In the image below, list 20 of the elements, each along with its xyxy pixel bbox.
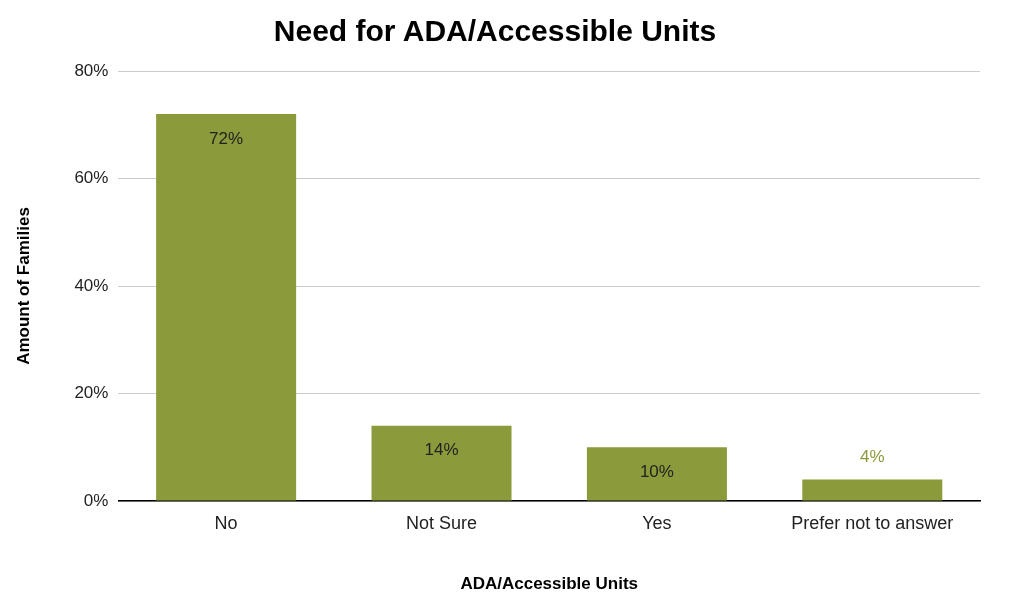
y-axis-title: Amount of Families xyxy=(13,207,33,365)
x-tick-label: No xyxy=(214,512,238,533)
y-tick-label: 0% xyxy=(83,490,109,510)
x-tick-label: Not Sure xyxy=(405,512,478,533)
bar xyxy=(586,447,727,501)
data-label: 72% xyxy=(209,128,244,148)
bar xyxy=(802,479,943,501)
bar xyxy=(156,114,297,501)
bar xyxy=(371,425,512,501)
y-tick-label: 60% xyxy=(74,168,109,188)
y-tick-label: 20% xyxy=(74,383,109,403)
y-tick-label: 80% xyxy=(74,60,109,80)
chart-title: Need for ADA/Accessible Units xyxy=(273,14,717,48)
data-label: 4% xyxy=(860,447,885,467)
data-label: 14% xyxy=(424,440,459,460)
x-tick-label: Yes xyxy=(642,512,672,533)
y-tick-label: 40% xyxy=(74,275,109,295)
x-axis-title: ADA/Accessible Units xyxy=(460,574,639,594)
x-tick-label: Prefer not to answer xyxy=(791,512,954,533)
data-label: 10% xyxy=(639,461,674,481)
